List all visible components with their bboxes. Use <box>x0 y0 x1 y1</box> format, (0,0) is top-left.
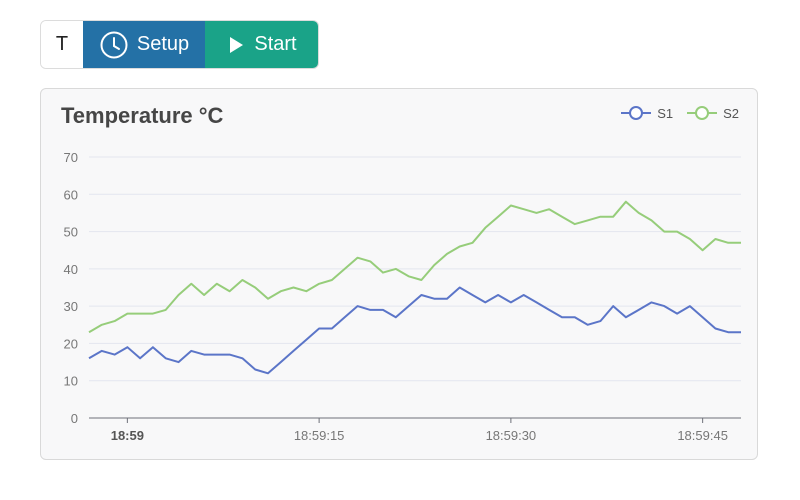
t-button[interactable]: T <box>41 21 83 68</box>
chart-card: Temperature °C S1 S2 0 10 20 30 40 50 60 70 18:5… <box>40 88 758 460</box>
setup-button[interactable]: Setup <box>83 21 205 68</box>
y-tick-label-0: 0 <box>71 411 78 426</box>
legend-s1-marker <box>621 106 652 120</box>
clock-icon <box>100 31 128 58</box>
y-tick-label-70: 70 <box>64 150 78 165</box>
legend-s1-label: S1 <box>657 105 674 121</box>
start-button[interactable]: Start <box>205 21 318 68</box>
y-tick-label-60: 60 <box>64 187 78 202</box>
line-chart: 0 10 20 30 40 50 60 70 18:59 18:59:15 18:59:30 18:5… <box>64 150 741 443</box>
chart-title: Temperature °C <box>61 103 224 128</box>
legend-s2-label: S2 <box>723 105 739 121</box>
start-button-label: Start <box>254 33 297 55</box>
y-tick-label-20: 20 <box>64 336 78 351</box>
legend: S1 S2 <box>607 105 739 121</box>
x-tick-label-89: 18:59:30 <box>486 428 537 443</box>
series-line-s1 <box>88 286 741 375</box>
x-tick-label-74: 18:59:15 <box>294 428 345 443</box>
y-tick-label-30: 30 <box>64 299 78 314</box>
legend-s2-marker <box>687 106 718 120</box>
legend-item-s1[interactable]: S1 <box>621 105 673 121</box>
x-tick-label-59: 18:59 <box>111 428 144 443</box>
t-button-label: T <box>55 33 69 55</box>
play-icon <box>230 36 244 53</box>
legend-item-s2[interactable]: S2 <box>687 105 739 121</box>
y-tick-label-50: 50 <box>64 225 78 240</box>
setup-button-label: Setup <box>136 33 190 55</box>
series-line-s2 <box>88 200 741 334</box>
y-tick-label-10: 10 <box>64 374 78 389</box>
toolbar: T Setup Start <box>40 20 319 69</box>
y-tick-label-40: 40 <box>64 262 78 277</box>
x-tick-label-104: 18:59:45 <box>677 428 728 443</box>
